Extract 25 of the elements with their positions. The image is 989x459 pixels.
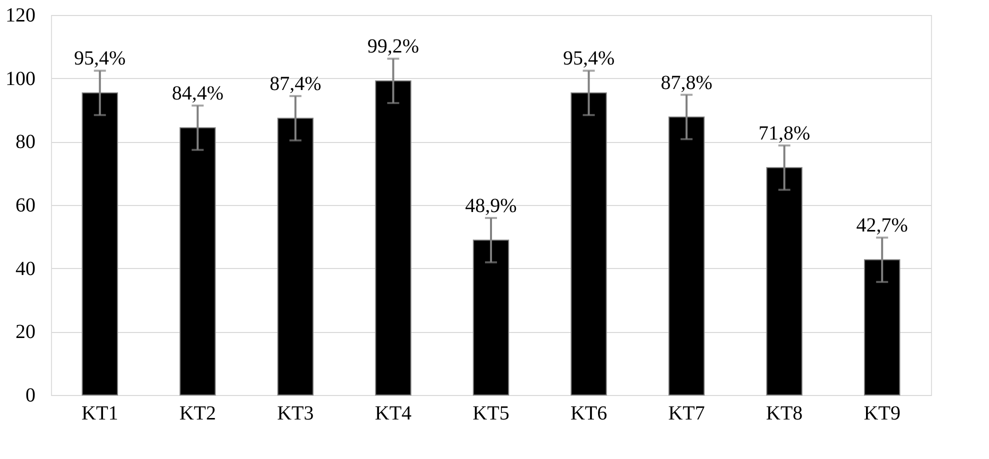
x-tick-label: KT2 bbox=[179, 402, 216, 424]
y-tick-label: 20 bbox=[16, 321, 36, 344]
y-tick-label: 100 bbox=[6, 68, 36, 90]
data-label: 95,4% bbox=[74, 48, 126, 70]
data-label: 87,4% bbox=[270, 73, 322, 96]
x-tick-label: KT8 bbox=[766, 402, 803, 424]
y-tick-label: 40 bbox=[16, 258, 36, 280]
data-label: 95,4% bbox=[562, 48, 615, 70]
data-label: 42,7% bbox=[856, 214, 908, 237]
data-label: 48,9% bbox=[465, 194, 517, 217]
x-tick-label: KT5 bbox=[472, 402, 510, 424]
data-label: 84,4% bbox=[172, 82, 224, 105]
x-tick-label: KT7 bbox=[668, 402, 705, 424]
x-tick-label: KT4 bbox=[374, 402, 412, 424]
x-tick-label: KT6 bbox=[570, 402, 608, 424]
data-label: 87,8% bbox=[660, 72, 712, 94]
x-tick-label: KT1 bbox=[82, 402, 118, 424]
y-tick-label: 80 bbox=[16, 131, 36, 154]
x-tick-label: KT3 bbox=[277, 402, 314, 424]
y-tick-label: 120 bbox=[6, 4, 36, 26]
y-tick-label: 0 bbox=[26, 384, 36, 406]
y-tick-label: 60 bbox=[16, 194, 36, 216]
data-label: 99,2% bbox=[367, 36, 420, 58]
x-tick-label: KT9 bbox=[864, 402, 900, 424]
data-label: 71,8% bbox=[758, 122, 810, 144]
